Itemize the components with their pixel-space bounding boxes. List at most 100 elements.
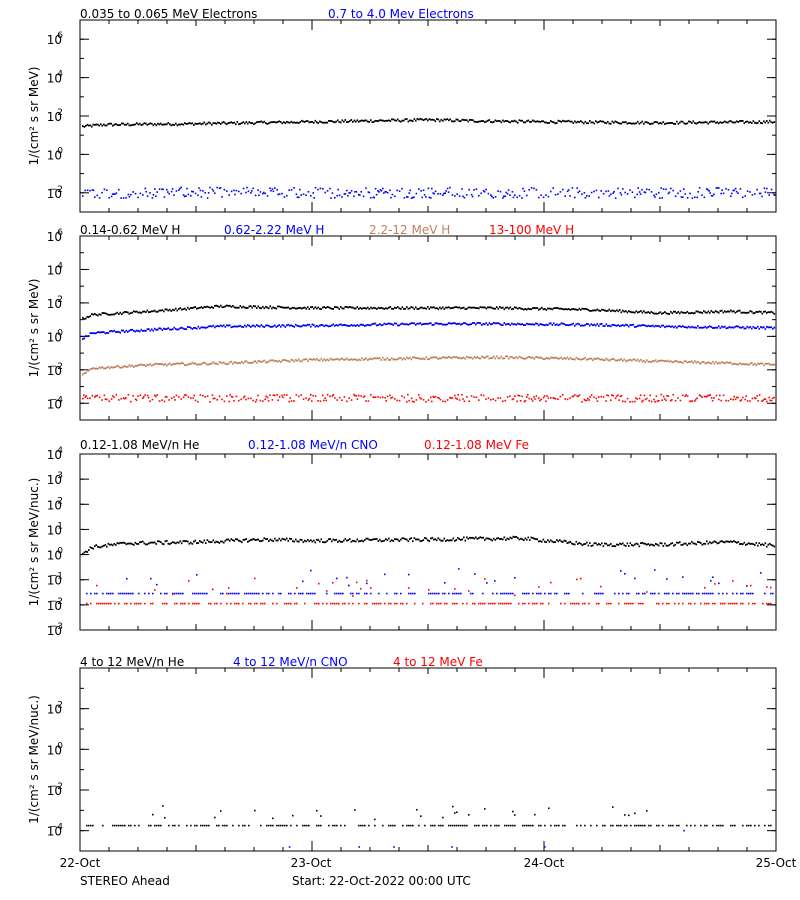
- data-point: [464, 322, 467, 325]
- data-point: [619, 122, 621, 125]
- data-point: [557, 119, 560, 122]
- data-point: [718, 398, 720, 401]
- data-point: [503, 195, 505, 198]
- data-point: [110, 602, 112, 605]
- data-point: [647, 311, 650, 313]
- data-point: [83, 317, 86, 320]
- data-point: [617, 310, 620, 313]
- data-point: [541, 323, 543, 326]
- data-point: [352, 358, 354, 361]
- data-point: [494, 824, 496, 827]
- data-point: [95, 313, 98, 316]
- data-point: [697, 360, 699, 363]
- data-point: [340, 305, 342, 308]
- data-point: [157, 310, 159, 313]
- data-point: [683, 360, 686, 363]
- data-point: [197, 194, 199, 197]
- data-point: [703, 542, 705, 545]
- data-point: [553, 121, 555, 124]
- data-point: [580, 542, 582, 545]
- data-point: [353, 540, 356, 543]
- data-point: [732, 580, 734, 582]
- data-point: [244, 824, 246, 827]
- data-point: [288, 400, 290, 403]
- data-point: [341, 196, 343, 198]
- data-point: [258, 592, 260, 595]
- data-point: [313, 358, 315, 360]
- data-point: [592, 121, 594, 124]
- data-point: [94, 312, 96, 315]
- data-point: [547, 307, 549, 310]
- data-point: [439, 322, 441, 325]
- data-point: [449, 186, 451, 189]
- data-point: [658, 602, 660, 605]
- data-point: [214, 326, 216, 329]
- data-point: [646, 591, 648, 593]
- data-point: [104, 367, 107, 370]
- data-point: [665, 544, 668, 547]
- data-point: [214, 397, 216, 400]
- data-point: [147, 396, 150, 399]
- data-point: [540, 824, 542, 827]
- data-point: [576, 395, 578, 397]
- data-point: [575, 323, 578, 326]
- data-point: [257, 305, 260, 308]
- data-point: [320, 824, 322, 827]
- data-point: [290, 189, 293, 191]
- data-point: [485, 120, 488, 123]
- data-point: [127, 330, 129, 333]
- data-point: [439, 398, 442, 401]
- data-point: [643, 359, 645, 362]
- data-point: [314, 541, 317, 544]
- data-point: [272, 325, 275, 328]
- data-point: [703, 326, 705, 329]
- data-point: [485, 398, 487, 401]
- data-point: [772, 327, 774, 330]
- data-point: [608, 324, 611, 327]
- data-point: [490, 398, 492, 401]
- data-point: [284, 359, 287, 362]
- data-point: [182, 592, 184, 595]
- data-point: [622, 188, 624, 190]
- data-point: [166, 602, 168, 605]
- data-point: [599, 543, 602, 546]
- data-point: [662, 188, 665, 190]
- data-point: [379, 323, 381, 325]
- data-point: [700, 602, 702, 605]
- data-point: [598, 592, 600, 595]
- data-point: [155, 543, 158, 545]
- data-point: [353, 119, 356, 122]
- data-point: [370, 539, 372, 541]
- data-point: [514, 306, 516, 309]
- data-point: [590, 824, 592, 827]
- data-point: [434, 356, 437, 359]
- data-point: [464, 357, 467, 360]
- data-point: [577, 120, 579, 123]
- data-point: [152, 541, 155, 544]
- data-point: [652, 592, 654, 595]
- data-point: [721, 121, 723, 124]
- data-point: [106, 398, 108, 401]
- data-point: [313, 121, 315, 124]
- data-point: [293, 186, 295, 189]
- data-point: [563, 120, 566, 123]
- data-point: [628, 122, 630, 125]
- data-point: [221, 306, 224, 309]
- data-point: [608, 602, 610, 605]
- data-point: [298, 122, 300, 125]
- data-point: [433, 306, 435, 309]
- data-point: [646, 121, 648, 124]
- data-point: [658, 191, 660, 194]
- data-point: [181, 308, 183, 311]
- data-point: [144, 592, 146, 595]
- data-point: [287, 306, 290, 309]
- data-point: [137, 123, 140, 126]
- data-point: [208, 325, 210, 328]
- data-point: [689, 400, 691, 403]
- data-point: [557, 324, 560, 327]
- data-point: [722, 602, 724, 605]
- data-point: [770, 586, 772, 589]
- data-point: [250, 592, 252, 595]
- data-point: [335, 538, 338, 541]
- data-point: [524, 824, 526, 827]
